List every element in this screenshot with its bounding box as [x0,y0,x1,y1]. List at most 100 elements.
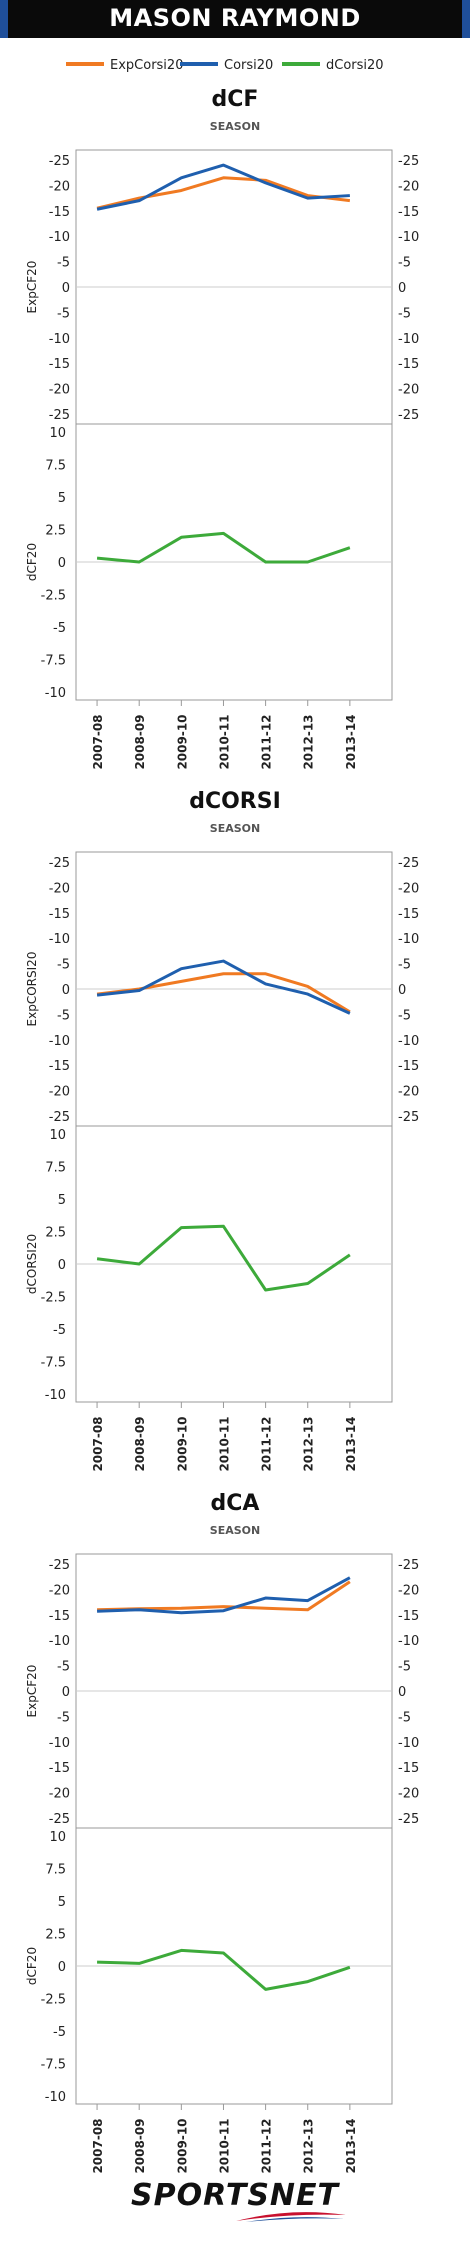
bottom-ytick: 2.5 [45,1928,66,1943]
top-ytick-left: -20 [49,1787,70,1802]
top-ylabel: ExpCF20 [25,261,39,314]
top-ytick-left: -20 [49,1583,70,1598]
top-ytick-left: -20 [49,881,70,896]
chart-0: dCF SEASON -25 -25 -20 -20 -15 -15 -10 -10 -5 -5 0 0 -… [25,87,419,770]
top-series-line-0 [97,1580,351,1612]
bottom-ytick: 5 [58,491,66,506]
bottom-ytick: 5 [58,1895,66,1910]
bottom-ytick: 0 [58,1258,66,1273]
top-ytick-left: -25 [49,856,70,871]
chart-subtitle: SEASON [210,120,260,133]
top-ytick-left: -10 [49,1034,70,1049]
bottom-ytick: -7.5 [41,654,66,669]
xtick-label: 2010-11 [217,1416,231,1471]
top-ytick-left: -20 [49,1085,70,1100]
top-ytick-right: -15 [398,205,419,220]
top-series-line-1 [97,1576,351,1615]
bottom-ytick: -2.5 [41,1993,66,2008]
top-ytick-left: -25 [49,1558,70,1573]
bottom-ylabel: dCF20 [25,1947,39,1985]
xtick-label: 2013-14 [344,1416,358,1471]
top-ytick-right: -15 [398,907,419,922]
bottom-ytick: -2.5 [41,589,66,604]
top-ytick-right: -15 [398,357,419,372]
bottom-ytick: -10 [45,1388,66,1403]
bottom-ytick: 2.5 [45,1226,66,1241]
xtick-label: 2009-10 [175,1416,189,1471]
bottom-ytick: 7.5 [45,459,66,474]
top-ytick-right: 0 [398,983,406,998]
bottom-ytick: -10 [45,686,66,701]
xtick-label: 2012-13 [302,714,316,769]
top-ytick-right: -15 [398,1609,419,1624]
top-ytick-left: -10 [49,932,70,947]
top-series-line-1 [96,959,351,1015]
bottom-ytick: -2.5 [41,1291,66,1306]
chart-title: dCORSI [189,789,281,814]
chart-2: dCA SEASON -25 -25 -20 -20 -15 -15 -10 -10 -5 -5 0 0 -… [25,1491,419,2174]
top-ytick-left: -5 [57,958,70,973]
legend-label-1: Corsi20 [224,58,273,73]
top-ytick-right: -25 [398,1110,419,1125]
top-ytick-left: -20 [49,179,70,194]
xtick-label: 2011-12 [260,714,274,769]
xtick-label: 2011-12 [260,1416,274,1471]
chart-subtitle: SEASON [210,1524,260,1537]
bottom-ytick: -5 [53,1323,66,1338]
bottom-series-line-0 [96,531,351,564]
top-ytick-left: -25 [49,154,70,169]
top-ytick-right: -20 [398,179,419,194]
chart-title: dCF [212,87,259,112]
top-ytick-left: -15 [49,1059,70,1074]
top-ytick-right: -20 [398,1787,419,1802]
page-title: MASON RAYMOND [109,4,361,32]
xtick-label: 2007-08 [91,1416,105,1471]
top-ytick-left: 0 [62,983,70,998]
bottom-ytick: 7.5 [45,1863,66,1878]
top-series-line-0 [96,972,351,1014]
top-ytick-left: -15 [49,1761,70,1776]
top-ylabel: ExpCF20 [25,1665,39,1718]
xtick-label: 2013-14 [344,714,358,769]
top-ytick-right: -15 [398,1059,419,1074]
top-ytick-right: -25 [398,856,419,871]
top-ytick-right: -5 [398,1660,411,1675]
top-ytick-left: -10 [49,1736,70,1751]
bottom-ytick: 10 [49,426,66,441]
top-ytick-right: -10 [398,332,419,347]
top-ytick-right: -10 [398,1736,419,1751]
top-ytick-right: -10 [398,1634,419,1649]
xtick-label: 2008-09 [133,2118,147,2173]
header-bar: MASON RAYMOND [0,0,470,38]
xtick-label: 2011-12 [260,2118,274,2173]
top-ytick-left: -5 [57,1710,70,1725]
chart-1: dCORSI SEASON -25 -25 -20 -20 -15 -15 -10 -10 -5 -5… [25,789,419,1472]
top-ytick-right: -5 [398,306,411,321]
top-ytick-right: -20 [398,383,419,398]
top-ytick-right: -25 [398,1558,419,1573]
xtick-label: 2010-11 [217,714,231,769]
xtick-label: 2008-09 [133,714,147,769]
top-series-line-0 [96,176,351,210]
top-ytick-right: -10 [398,932,419,947]
top-ytick-left: -5 [57,256,70,271]
top-ytick-left: -10 [49,1634,70,1649]
top-ytick-left: -10 [49,332,70,347]
top-ytick-left: -10 [49,230,70,245]
top-ytick-right: -5 [398,958,411,973]
top-ytick-right: -20 [398,881,419,896]
legend-label-0: ExpCorsi20 [110,58,183,73]
chart-legend: ExpCorsi20 Corsi20 dCorsi20 [66,58,384,73]
bottom-ytick: 0 [58,1960,66,1975]
top-ytick-left: -5 [57,1660,70,1675]
bottom-series-line-0 [97,1948,351,1991]
bottom-ytick: -5 [53,2025,66,2040]
xtick-label: 2012-13 [302,2118,316,2173]
bottom-ytick: 7.5 [45,1161,66,1176]
bottom-ytick: -5 [53,621,66,636]
top-ytick-left: -20 [49,383,70,398]
bottom-ylabel: dCORSI20 [25,1234,39,1294]
top-ytick-left: -15 [49,907,70,922]
top-ytick-right: -5 [398,1008,411,1023]
